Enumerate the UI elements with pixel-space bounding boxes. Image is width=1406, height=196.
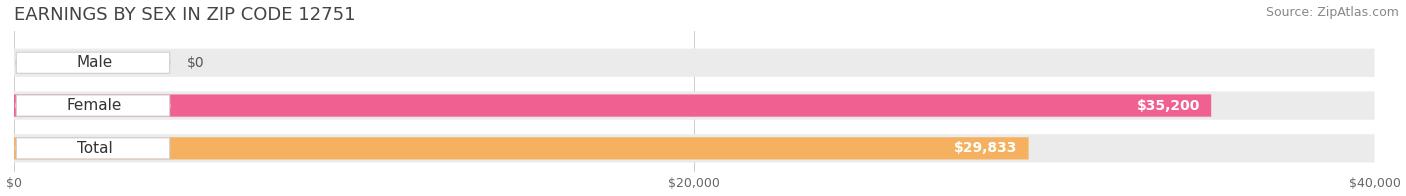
FancyBboxPatch shape [14,137,1029,160]
FancyBboxPatch shape [14,49,1375,77]
Text: $35,200: $35,200 [1137,99,1201,113]
FancyBboxPatch shape [14,94,1211,117]
Text: $0: $0 [187,56,204,70]
Text: Male: Male [76,55,112,70]
Text: Total: Total [77,141,112,156]
FancyBboxPatch shape [17,138,170,159]
FancyBboxPatch shape [17,52,170,73]
Text: Source: ZipAtlas.com: Source: ZipAtlas.com [1265,6,1399,19]
Text: Female: Female [67,98,122,113]
FancyBboxPatch shape [14,134,1375,162]
Text: EARNINGS BY SEX IN ZIP CODE 12751: EARNINGS BY SEX IN ZIP CODE 12751 [14,5,356,24]
FancyBboxPatch shape [17,95,170,116]
FancyBboxPatch shape [14,92,1375,120]
Text: $29,833: $29,833 [955,141,1018,155]
